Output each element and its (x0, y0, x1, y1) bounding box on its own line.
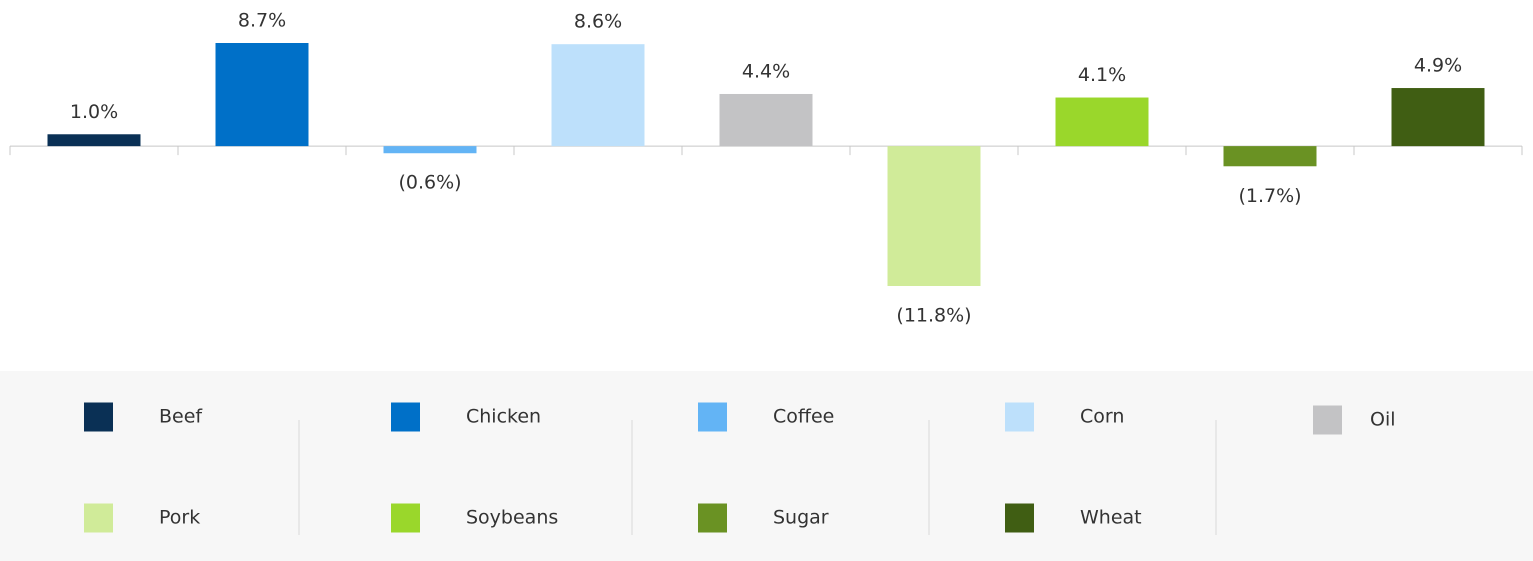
data-label: 8.7% (238, 10, 286, 32)
bar (551, 44, 645, 147)
legend-label: Beef (159, 406, 203, 428)
legend-background (0, 371, 1533, 561)
legend-label: Coffee (773, 406, 834, 428)
legend-label: Wheat (1080, 507, 1142, 529)
legend-label: Sugar (773, 507, 829, 529)
bar (719, 93, 813, 147)
legend-swatch (391, 503, 420, 533)
data-label: 8.6% (574, 11, 622, 33)
legend-label: Soybeans (466, 507, 558, 529)
data-label: 1.0% (70, 101, 118, 123)
data-label: (11.8%) (896, 305, 971, 327)
legend-separators (298, 420, 1217, 535)
legend-label: Pork (159, 507, 200, 529)
data-label: (0.6%) (398, 172, 461, 194)
legend-label: Corn (1080, 406, 1124, 428)
legend-swatch (391, 402, 420, 432)
bar (1223, 146, 1317, 167)
bar (215, 43, 309, 147)
bar (887, 146, 981, 286)
legend-swatch (698, 503, 727, 533)
bar (1391, 88, 1485, 147)
data-label: (1.7%) (1238, 185, 1301, 207)
data-label: 4.9% (1414, 55, 1462, 77)
legend-swatch (698, 402, 727, 432)
data-label: 4.4% (742, 60, 790, 82)
legend-label: Chicken (466, 406, 541, 428)
bar (1055, 97, 1149, 147)
legend-swatch (1313, 405, 1342, 435)
data-label: 4.1% (1078, 64, 1126, 86)
bar (47, 134, 141, 147)
legend-swatch (84, 402, 113, 432)
legend-swatch (1005, 503, 1034, 533)
legend-label: Oil (1370, 409, 1396, 431)
bar (383, 146, 477, 154)
legend-swatch (84, 503, 113, 533)
legend-swatch (1005, 402, 1034, 432)
